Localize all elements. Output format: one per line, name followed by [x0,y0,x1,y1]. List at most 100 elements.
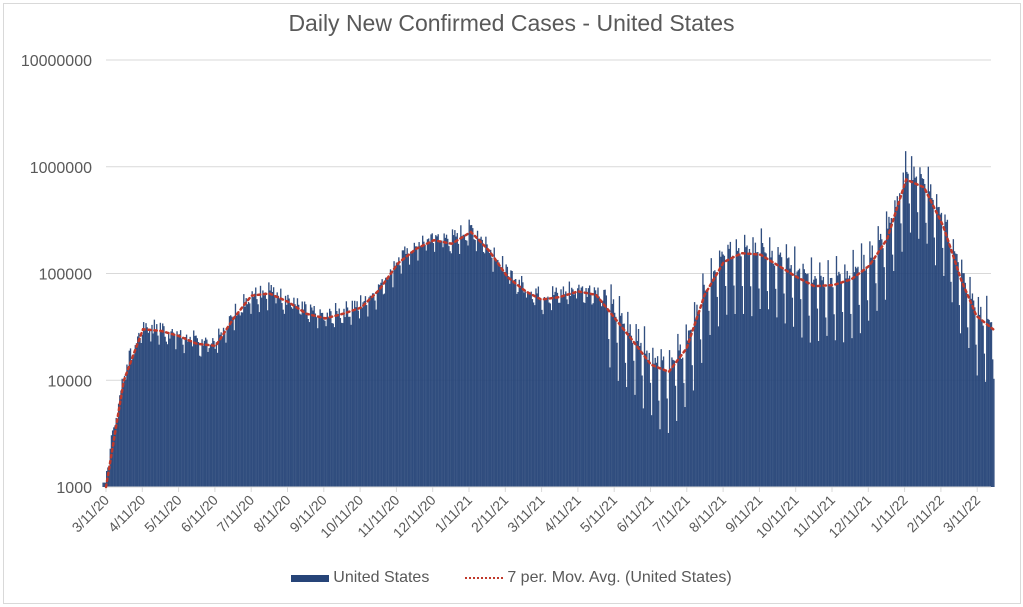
bar [473,239,475,487]
bar [280,288,282,487]
bar [344,317,346,487]
bar [246,304,249,487]
bar [543,297,546,487]
bar [289,302,291,487]
bar [306,313,308,487]
bar [650,415,653,487]
bar [759,309,761,487]
x-tick-label: 8/11/21 [686,492,730,536]
bar [990,322,993,487]
bar [133,354,135,487]
x-tick-label: 6/11/21 [613,492,657,536]
bar [633,360,635,487]
bar [643,326,646,487]
bar [631,342,634,487]
bar [453,235,455,487]
bar [422,235,424,487]
bar [844,264,846,487]
bar [107,467,109,487]
bar [556,292,559,487]
bar [389,269,392,487]
bar [331,323,333,487]
bar [671,357,673,487]
bar [337,315,339,487]
bar [896,196,898,487]
bar [912,180,914,487]
bar [325,326,327,487]
bar [641,375,643,487]
legend-item-daily[interactable]: United States [291,569,429,587]
legend-item-moving-average[interactable]: 7 per. Mov. Avg. (United States) [465,569,732,587]
bar [227,328,229,487]
bar [393,261,395,487]
bar [228,316,231,487]
bar [500,270,503,487]
bar [142,322,145,487]
bar [628,333,630,487]
bar [597,287,599,487]
bar [461,236,463,487]
bar [480,236,482,487]
bar [414,246,417,487]
bar [957,262,959,487]
x-tick-label: 4/11/21 [540,492,584,536]
bar [522,282,524,487]
bar [770,257,772,487]
bar [578,284,580,487]
y-tick-label: 100000 [39,267,92,284]
bar [528,292,530,487]
bar [436,236,438,487]
bar [925,222,927,487]
x-tick-label: 4/11/20 [105,492,149,536]
x-tick-label: 5/11/21 [577,492,621,536]
bar [525,297,528,487]
bar [194,335,196,487]
x-tick-label: 7/11/20 [214,492,258,536]
bar [884,299,887,487]
bar [982,325,984,487]
bar [916,212,919,487]
bar [297,304,300,487]
bar [224,330,226,487]
bar [763,247,765,487]
bar [269,290,271,487]
bar [623,323,625,487]
bar [131,359,133,487]
bar [369,295,371,487]
bar [797,270,800,487]
bar [810,257,813,487]
bar [177,335,179,487]
bar [686,340,689,487]
bar [961,259,963,487]
bar [718,250,721,487]
bar [467,245,469,487]
bar [860,243,863,487]
bar [247,301,250,487]
bar [862,270,864,487]
bar [813,279,815,487]
bar [757,252,759,487]
bar [203,340,206,487]
bar [993,378,995,487]
y-tick-label: 10000000 [21,53,92,70]
bar [546,299,548,487]
bar [286,304,288,487]
bar [420,245,423,487]
bar [593,287,596,487]
bar [175,349,177,487]
bar [361,308,363,487]
bar [592,303,594,487]
bar [462,234,464,487]
bar [600,306,603,487]
bar [823,287,826,487]
bar [234,303,237,487]
bar [437,234,439,487]
bar [445,234,448,487]
bar [381,279,383,487]
bar [404,246,406,487]
bar [303,301,306,487]
bar [562,286,565,487]
bar [704,290,706,487]
bar [889,222,891,487]
bar [183,353,185,487]
